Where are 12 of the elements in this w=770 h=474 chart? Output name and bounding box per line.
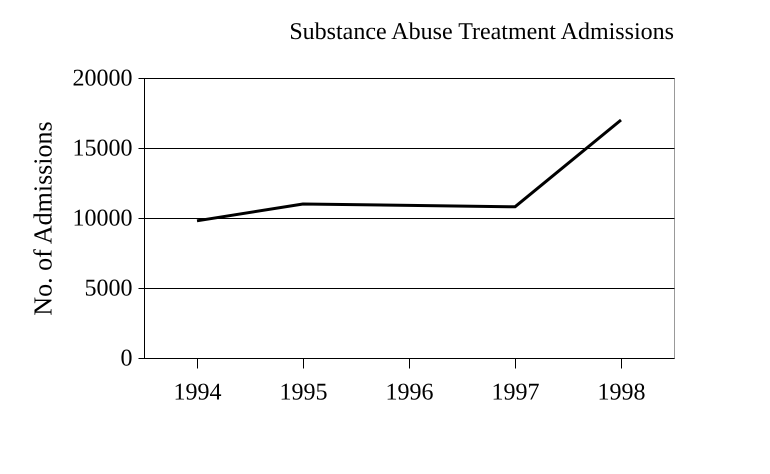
x-tick-label: 1994 bbox=[174, 380, 222, 406]
y-tick-label: 15000 bbox=[72, 136, 132, 162]
y-tick-label: 5000 bbox=[84, 276, 132, 302]
y-tick-label: 20000 bbox=[72, 66, 132, 92]
y-tick-label: 0 bbox=[120, 346, 132, 372]
x-tick-label: 1995 bbox=[280, 380, 328, 406]
x-tick-label: 1996 bbox=[386, 380, 434, 406]
y-axis-title: No. of Admissions bbox=[28, 121, 58, 316]
chart-title: Substance Abuse Treatment Admissions bbox=[289, 19, 674, 45]
y-tick-label: 10000 bbox=[72, 206, 132, 232]
x-tick-label: 1998 bbox=[598, 380, 646, 406]
x-tick-label: 1997 bbox=[492, 380, 540, 406]
